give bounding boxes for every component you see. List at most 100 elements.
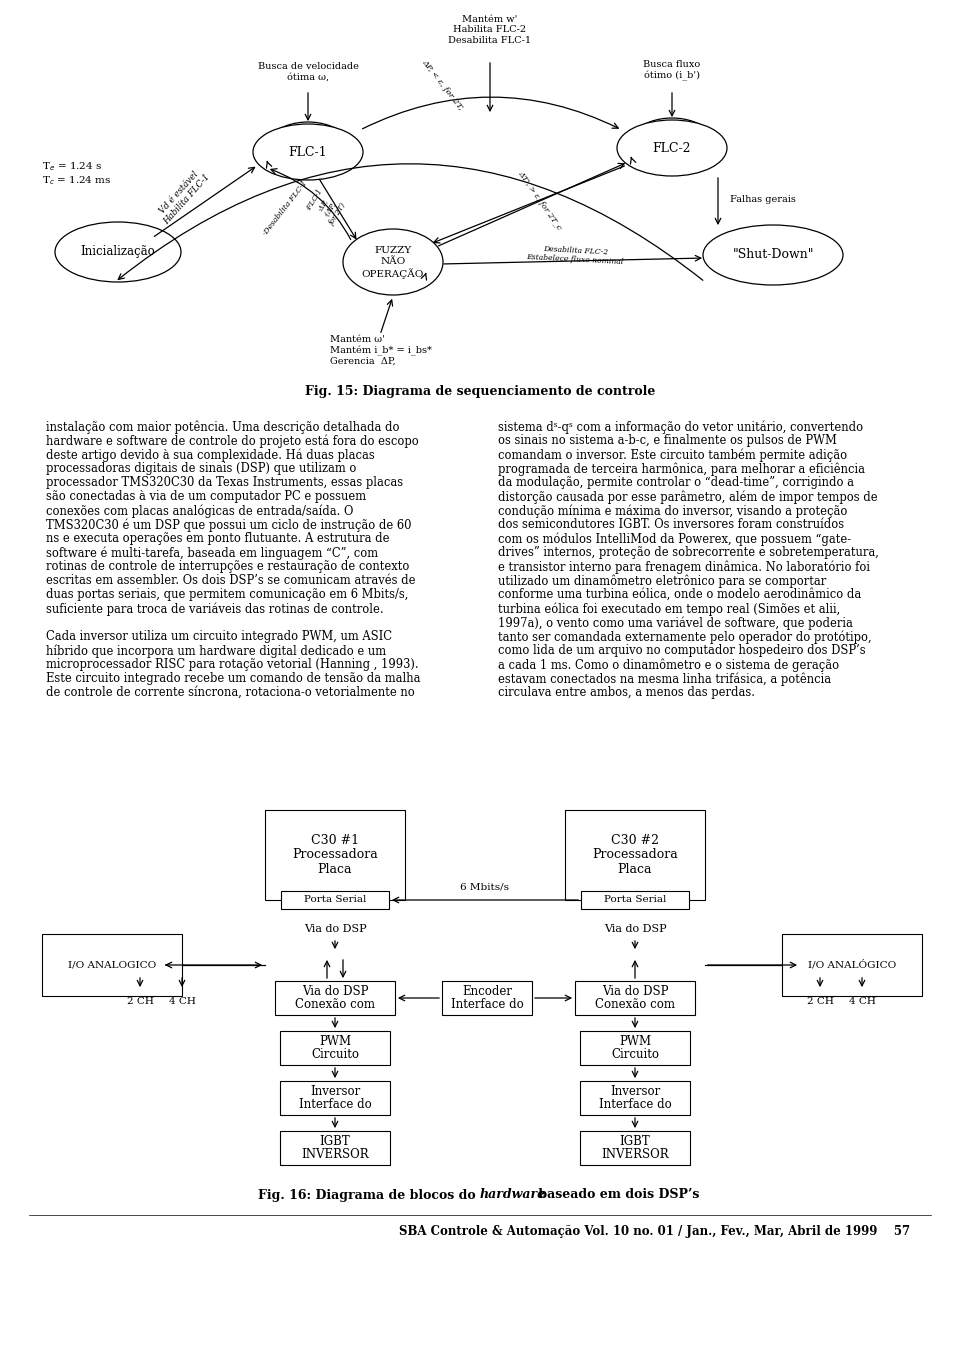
Text: Mantém w'
Habilita FLC-2
Desabilita FLC-1: Mantém w' Habilita FLC-2 Desabilita FLC-… [448, 15, 532, 45]
Bar [280, 1131, 390, 1165]
Bar [442, 981, 532, 1015]
Text: Processadora: Processadora [592, 848, 678, 862]
Text: drives” internos, proteção de sobrecorrente e sobretemperatura,: drives” internos, proteção de sobrecorre… [498, 546, 878, 558]
Text: com os módulos IntelliMod da Powerex, que possuem “gate-: com os módulos IntelliMod da Powerex, qu… [498, 532, 852, 546]
Text: TMS320C30 é um DSP que possui um ciclo de instrução de 60: TMS320C30 é um DSP que possui um ciclo d… [46, 519, 412, 531]
Text: FUZZY: FUZZY [374, 246, 412, 255]
Text: 4 CH: 4 CH [849, 997, 876, 1006]
Bar [280, 1030, 390, 1065]
Text: distorção causada por esse parâmetro, além de impor tempos de: distorção causada por esse parâmetro, al… [498, 490, 877, 504]
Text: microprocessador RISC para rotação vetorial (Hanning , 1993).: microprocessador RISC para rotação vetor… [46, 659, 419, 671]
Text: hardware: hardware [480, 1188, 546, 1202]
Text: 2 CH: 2 CH [127, 997, 154, 1006]
Text: a cada 1 ms. Como o dinamômetro e o sistema de geração: a cada 1 ms. Como o dinamômetro e o sist… [498, 659, 839, 671]
Text: Interface do: Interface do [599, 1099, 671, 1111]
Text: hardware e software de controle do projeto está fora do escopo: hardware e software de controle do proje… [46, 434, 419, 447]
Text: Circuito: Circuito [611, 1048, 659, 1062]
Text: instalação com maior potência. Uma descrição detalhada do: instalação com maior potência. Uma descr… [46, 420, 399, 434]
Text: 2 CH: 2 CH [806, 997, 833, 1006]
Text: software é multi-tarefa, baseada em linguagem “C”, com: software é multi-tarefa, baseada em ling… [46, 546, 378, 560]
Text: ·FLC-1
·ΔP,
·(ΔP,
for 2T): ·FLC-1 ·ΔP, ·(ΔP, for 2T) [304, 187, 348, 228]
Text: I/O ANALOGICO: I/O ANALOGICO [68, 960, 156, 970]
Text: ΔP, < ε, for 2T,: ΔP, < ε, for 2T, [420, 58, 465, 111]
Text: comandam o inversor. Este circuito também permite adição: comandam o inversor. Este circuito també… [498, 449, 847, 461]
Text: 6 Mbits/s: 6 Mbits/s [461, 884, 510, 892]
Text: dos semicondutores IGBT. Os inversores foram construídos: dos semicondutores IGBT. Os inversores f… [498, 519, 844, 531]
Text: 1997a), o vento como uma variável de software, que poderia: 1997a), o vento como uma variável de sof… [498, 616, 852, 630]
Text: como lida de um arquivo no computador hospedeiro dos DSP’s: como lida de um arquivo no computador ho… [498, 643, 866, 657]
Text: baseado em dois DSP’s: baseado em dois DSP’s [534, 1188, 700, 1202]
Text: Busca de velocidade
ótima ω,: Busca de velocidade ótima ω, [257, 62, 358, 81]
Text: Inversor: Inversor [310, 1085, 360, 1098]
Text: processadoras digitais de sinais (DSP) que utilizam o: processadoras digitais de sinais (DSP) q… [46, 462, 356, 475]
Text: Inicialização: Inicialização [81, 246, 156, 258]
Text: C30 #2: C30 #2 [611, 834, 659, 847]
Text: Falhas gerais: Falhas gerais [730, 195, 796, 204]
Text: conforme uma turbina eólica, onde o modelo aerodinâmico da: conforme uma turbina eólica, onde o mode… [498, 589, 861, 601]
Text: Via do DSP: Via do DSP [604, 923, 666, 934]
Bar [281, 890, 389, 910]
Text: Mantém ω'
Mantém i_b* = i_bs*
Gerencia  ΔP,: Mantém ω' Mantém i_b* = i_bs* Gerencia Δ… [330, 335, 432, 366]
Text: IGBT: IGBT [619, 1135, 650, 1148]
Text: tanto ser comandada externamente pelo operador do protótipo,: tanto ser comandada externamente pelo op… [498, 630, 872, 643]
Text: PWM: PWM [619, 1034, 651, 1048]
Bar [580, 1081, 690, 1115]
Text: Placa: Placa [617, 863, 652, 875]
Text: escritas em assembler. Os dois DSP’s se comunicam através de: escritas em assembler. Os dois DSP’s se … [46, 573, 416, 587]
Text: conexões com placas analógicas de entrada/saída. O: conexões com placas analógicas de entrad… [46, 504, 353, 517]
Bar [580, 1131, 690, 1165]
Text: Circuito: Circuito [311, 1048, 359, 1062]
Bar [275, 981, 395, 1015]
Ellipse shape [703, 225, 843, 285]
Ellipse shape [343, 229, 443, 295]
Text: Cada inversor utiliza um circuito integrado PWM, um ASIC: Cada inversor utiliza um circuito integr… [46, 630, 392, 643]
Text: Encoder: Encoder [462, 985, 512, 997]
Text: circulava entre ambos, a menos das perdas.: circulava entre ambos, a menos das perda… [498, 686, 755, 698]
Text: T$_{e}$ = 1.24 s
T$_{c}$ = 1.24 ms: T$_{e}$ = 1.24 s T$_{c}$ = 1.24 ms [42, 161, 111, 188]
Text: NÃO: NÃO [380, 258, 406, 266]
Text: ns e executa operações em ponto flutuante. A estrutura de: ns e executa operações em ponto flutuant… [46, 532, 390, 545]
Text: FLC-2: FLC-2 [653, 141, 691, 155]
Text: Fig. 15: Diagrama de sequenciamento de controle: Fig. 15: Diagrama de sequenciamento de c… [305, 386, 655, 398]
Text: sistema dˢ-qˢ com a informação do vetor unitário, convertendo: sistema dˢ-qˢ com a informação do vetor … [498, 420, 863, 434]
Bar [565, 809, 705, 900]
Text: suficiente para troca de variáveis das rotinas de controle.: suficiente para troca de variáveis das r… [46, 602, 384, 616]
Text: IGBT: IGBT [320, 1135, 350, 1148]
Text: ·Desabilita FLC-1: ·Desabilita FLC-1 [261, 178, 309, 237]
Text: Interface do: Interface do [299, 1099, 372, 1111]
Text: deste artigo devido à sua complexidade. Há duas placas: deste artigo devido à sua complexidade. … [46, 449, 374, 461]
Text: Busca fluxo
ótimo (i_b'): Busca fluxo ótimo (i_b') [643, 60, 701, 81]
Bar [581, 890, 689, 910]
Text: duas portas seriais, que permitem comunicação em 6 Mbits/s,: duas portas seriais, que permitem comuni… [46, 589, 408, 601]
Ellipse shape [55, 222, 181, 283]
Ellipse shape [617, 119, 727, 176]
Text: Via do DSP: Via do DSP [602, 985, 668, 997]
Text: híbrido que incorpora um hardware digital dedicado e um: híbrido que incorpora um hardware digita… [46, 643, 386, 657]
Ellipse shape [253, 123, 363, 180]
Text: condução mínima e máxima do inversor, visando a proteção: condução mínima e máxima do inversor, vi… [498, 504, 848, 517]
Text: Conexão com: Conexão com [595, 999, 675, 1011]
Text: SBA Controle & Automação Vol. 10 no. 01 / Jan., Fev., Mar, Abril de 1999    57: SBA Controle & Automação Vol. 10 no. 01 … [398, 1225, 910, 1239]
Text: da modulação, permite controlar o “dead-time”, corrigindo a: da modulação, permite controlar o “dead-… [498, 476, 854, 488]
Text: programada de terceira harmônica, para melhorar a eficiência: programada de terceira harmônica, para m… [498, 462, 865, 476]
Text: Porta Serial: Porta Serial [303, 896, 366, 904]
Text: Porta Serial: Porta Serial [604, 896, 666, 904]
Text: I/O ANALÓGICO: I/O ANALÓGICO [808, 960, 896, 970]
Text: Via do DSP: Via do DSP [301, 985, 369, 997]
Text: "Shut-Down": "Shut-Down" [732, 248, 814, 262]
Text: FLC-1: FLC-1 [289, 145, 327, 159]
Text: Interface do: Interface do [450, 999, 523, 1011]
Text: de controle de corrente síncrona, rotaciona-o vetorialmente no: de controle de corrente síncrona, rotaci… [46, 686, 415, 698]
Text: Inversor: Inversor [610, 1085, 660, 1098]
Text: Vd é estável
Habilita FLC-1: Vd é estável Habilita FLC-1 [155, 166, 212, 226]
Text: os sinais no sistema a-b-c, e finalmente os pulsos de PWM: os sinais no sistema a-b-c, e finalmente… [498, 434, 837, 447]
Bar [580, 1030, 690, 1065]
Text: C30 #1: C30 #1 [311, 834, 359, 847]
Bar [280, 1081, 390, 1115]
Text: são conectadas à via de um computador PC e possuem: são conectadas à via de um computador PC… [46, 490, 366, 504]
Text: Desabilita FLC-2
Estabelece fluxo nominal: Desabilita FLC-2 Estabelece fluxo nomina… [526, 244, 624, 266]
Text: turbina eólica foi executado em tempo real (Simões et alii,: turbina eólica foi executado em tempo re… [498, 602, 840, 616]
Text: INVERSOR: INVERSOR [301, 1148, 369, 1161]
Text: INVERSOR: INVERSOR [601, 1148, 669, 1161]
Text: Via do DSP: Via do DSP [303, 923, 367, 934]
